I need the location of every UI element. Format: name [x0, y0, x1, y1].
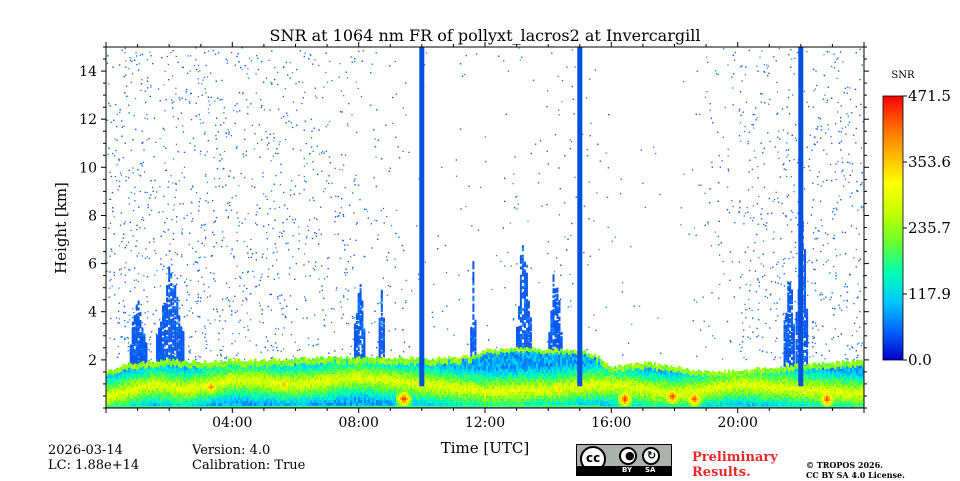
y-tick-label: 4 — [88, 305, 97, 321]
footer-calibration: Calibration: True — [192, 458, 305, 473]
footer-date: 2026-03-14 — [48, 443, 123, 458]
colorbar-tick-label: 0.0 — [908, 351, 932, 369]
y-tick-label: 12 — [79, 112, 97, 128]
by-person-icon: ● — [619, 447, 637, 465]
vertical-streak-0 — [419, 47, 424, 386]
vertical-streak-2 — [798, 47, 803, 386]
x-tick-label: 16:00 — [591, 415, 631, 431]
colorbar-label: SNR — [891, 70, 915, 81]
colorbar-gradient — [883, 96, 903, 360]
vertical-streak-1 — [577, 47, 582, 386]
plot-area — [106, 47, 865, 410]
y-tick-label: 10 — [79, 160, 97, 176]
badge-sa-label: SA — [645, 466, 655, 474]
footer-version: Version: 4.0 — [192, 443, 270, 458]
y-tick-label: 2 — [88, 353, 97, 369]
badge-by-label: BY — [622, 466, 632, 474]
copyright-line2: CC BY SA 4.0 License. — [806, 469, 905, 481]
x-axis-label: Time [UTC] — [441, 439, 530, 457]
y-tick-label: 8 — [88, 209, 97, 225]
colorbar-tick-label: 235.7 — [908, 219, 951, 237]
y-tick-label: 14 — [79, 64, 97, 80]
x-tick-label: 04:00 — [212, 415, 252, 431]
y-tick-label: 6 — [88, 257, 97, 273]
colorbar-tick-label: 353.6 — [908, 153, 951, 171]
cc-by-sa-license-badge: cc ● ↻ BY SA — [576, 444, 672, 476]
preliminary-notice-line2: Results. — [692, 465, 751, 480]
x-tick-label: 12:00 — [465, 415, 505, 431]
footer-lc: LC: 1.88e+14 — [48, 458, 139, 473]
preliminary-notice-line1: Preliminary — [692, 450, 778, 465]
sa-share-icon: ↻ — [642, 447, 660, 465]
colorbar: SNR 0.0 117.9 235.7 353.6 471.5 — [883, 70, 951, 369]
y-axis-label: Height [km] — [52, 182, 70, 274]
colorbar-tick-label: 117.9 — [908, 285, 951, 303]
x-tick-label: 20:00 — [718, 415, 758, 431]
x-tick-label: 08:00 — [339, 415, 379, 431]
colorbar-tick-label: 471.5 — [908, 87, 951, 105]
